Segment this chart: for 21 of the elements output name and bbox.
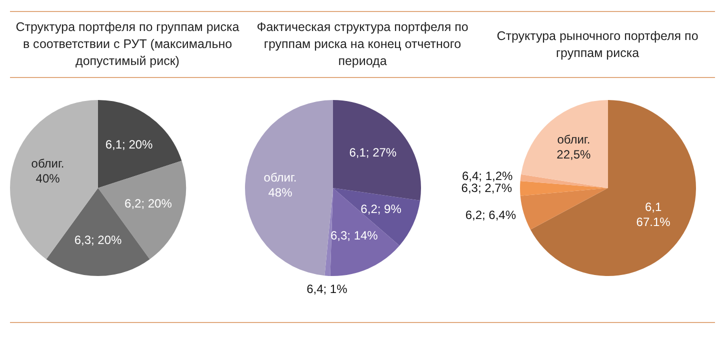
slice-label: 6,3; 20% bbox=[74, 233, 122, 248]
slice-label: 6,1; 20% bbox=[105, 138, 154, 152]
slice-label: 6,3; 2,7% bbox=[461, 180, 512, 195]
slice-label: 6,4; 1,2% bbox=[462, 169, 513, 184]
chart-title: Структура рыночного портфеля по группам риска bbox=[480, 12, 715, 78]
chart-title: Фактическая структура портфеля по группам риска на конец отчетного периода bbox=[245, 12, 480, 78]
data-label: 48% bbox=[268, 185, 293, 200]
slice-label: 6,4; 1% bbox=[306, 282, 348, 296]
slice-label: 6,1 bbox=[644, 200, 662, 214]
slice-label: 6,1; 27% bbox=[349, 146, 397, 160]
slice-label: 6,3; 14% bbox=[330, 228, 378, 243]
data-label: 40% bbox=[36, 171, 60, 186]
slice-label: 6,2; 20% bbox=[124, 196, 172, 211]
slice-label: 6,2; 9% bbox=[360, 202, 402, 216]
slice-label: облиг. bbox=[557, 132, 590, 147]
data-label: 22,5% bbox=[556, 148, 592, 162]
chart-title: Структура портфеля по группам риска в соответствии с РУТ (максимально допустимый риск) bbox=[10, 12, 245, 78]
slice-label: 6,2; 6,4% bbox=[465, 208, 516, 222]
data-label: 67.1% bbox=[636, 214, 671, 229]
slice-label: облиг. bbox=[31, 156, 64, 170]
slice-label: облиг. bbox=[264, 170, 297, 184]
